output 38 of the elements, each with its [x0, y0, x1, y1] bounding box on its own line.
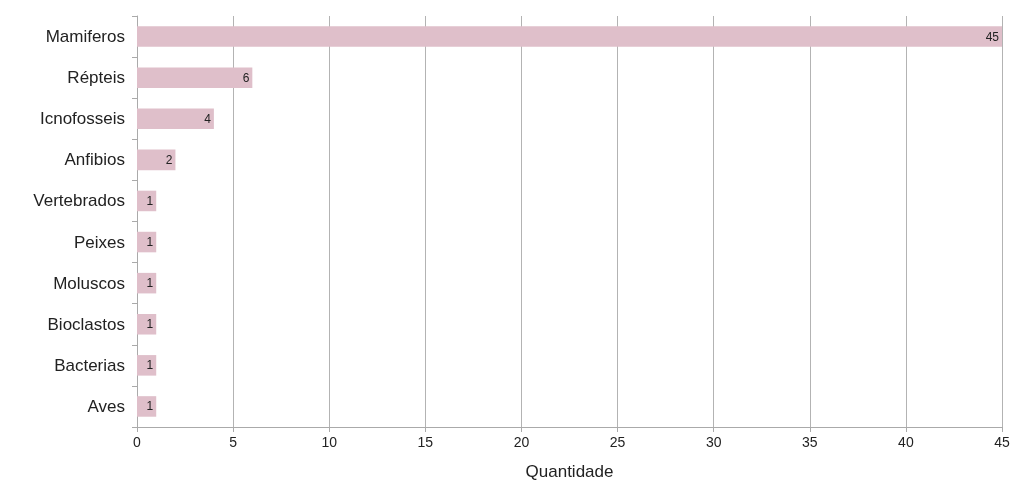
y-tick-label: Mamiferos [45, 27, 125, 47]
y-tick-label: Icnofosseis [39, 109, 125, 129]
y-tick-label: Moluscos [53, 273, 125, 293]
x-tick-label: 10 [321, 434, 338, 450]
data-label: 1 [146, 193, 154, 208]
data-label: 45 [985, 29, 1000, 44]
y-tick-label: Bacterias [54, 355, 125, 375]
x-tick-label: 30 [705, 434, 722, 450]
x-tick-label: 45 [994, 434, 1010, 450]
x-tick-label: 15 [417, 434, 434, 450]
data-label: 4 [204, 111, 212, 126]
x-tick-label: 0 [133, 434, 142, 450]
data-label: 1 [146, 235, 154, 250]
x-tick-label: 20 [513, 434, 530, 450]
x-tick-label: 40 [898, 434, 914, 450]
y-tick-label: Répteis [67, 68, 125, 88]
y-tick-label: Peixes [73, 232, 125, 252]
x-tick-label: 25 [609, 434, 626, 450]
x-axis-title: Quantidade [525, 462, 614, 481]
x-tick-label: 5 [229, 434, 238, 450]
x-tick-label: 35 [801, 434, 818, 450]
bar [137, 26, 1002, 47]
bar [137, 313, 157, 335]
y-tick-label: Aves [87, 396, 125, 416]
data-label: 6 [242, 70, 250, 85]
bar [137, 149, 176, 171]
y-tick-label: Bioclastos [47, 314, 125, 334]
y-tick-label: Vertebrados [33, 191, 125, 211]
data-label: 1 [146, 358, 154, 373]
data-label: 1 [146, 399, 154, 414]
data-label: 2 [165, 152, 173, 167]
bar [137, 67, 253, 88]
data-label: 1 [146, 276, 154, 291]
bar [137, 108, 214, 130]
bar [137, 396, 157, 417]
bar [137, 355, 157, 376]
data-label: 1 [146, 317, 154, 332]
y-tick-label: Anfibios [64, 150, 125, 170]
